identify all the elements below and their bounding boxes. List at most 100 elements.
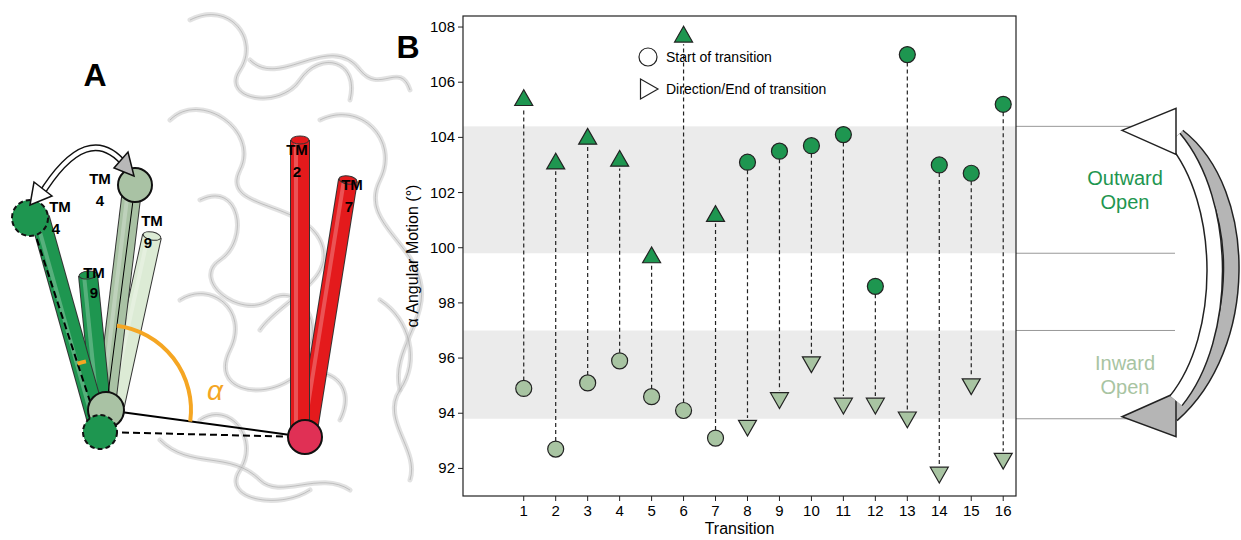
panel-letter: A: [83, 57, 106, 93]
y-tick-label: 108: [430, 18, 455, 35]
data-marks: [515, 26, 1012, 483]
panel-letter: B: [396, 29, 419, 65]
y-tick-label: 94: [438, 404, 455, 421]
angle-arc: [78, 361, 86, 363]
x-tick-label: 9: [775, 502, 783, 519]
helix: [308, 180, 348, 430]
start-marker: [612, 353, 628, 369]
start-marker: [899, 47, 915, 63]
helix-number: 9: [90, 284, 98, 301]
helix-shine: [294, 140, 298, 440]
x-tick: [555, 496, 556, 501]
bands: [463, 126, 1016, 418]
transition-path: [651, 265, 652, 389]
transition-path: [875, 294, 876, 396]
x-tick: [1003, 496, 1004, 501]
transition-path: [555, 171, 556, 441]
helix-label: TM: [83, 264, 105, 281]
transition-path: [779, 159, 780, 390]
x-tick: [971, 496, 972, 501]
start-marker: [995, 96, 1011, 112]
start-marker: [580, 375, 596, 391]
x-tick: [523, 496, 524, 501]
helix: [106, 190, 132, 405]
x-tick: [747, 496, 748, 501]
y-tick-label: 104: [430, 128, 455, 145]
transition-path: [1003, 112, 1004, 451]
helix-number: 2: [293, 163, 301, 180]
angle-arm: [106, 410, 305, 437]
x-tick-label: 4: [615, 502, 623, 519]
state-arrow: [1172, 136, 1231, 414]
start-marker: [708, 430, 724, 446]
end-marker: [898, 412, 916, 428]
x-axis-title: Transition: [705, 520, 775, 537]
legend-label: Direction/End of transition: [666, 81, 826, 97]
end-marker: [611, 150, 629, 166]
transition-path: [939, 173, 940, 465]
end-marker: [515, 90, 533, 106]
x-tick: [875, 496, 876, 501]
band-edge: [1016, 253, 1175, 254]
helix-outline: [308, 180, 348, 430]
helix-outline: [106, 190, 132, 405]
y-axis-title: α Angular Motion (°): [404, 185, 421, 328]
helix-label: TM: [141, 212, 163, 229]
helix-label: TM: [286, 141, 308, 158]
x-tick-label: 16: [995, 502, 1012, 519]
state-arrow: [1174, 138, 1215, 400]
y-tick-label: 98: [438, 294, 455, 311]
end-marker: [770, 393, 788, 409]
end-marker: [547, 153, 565, 169]
y-tick: [458, 27, 463, 28]
x-tick-label: 6: [679, 502, 687, 519]
y-tick-label: 106: [430, 73, 455, 90]
start-marker: [963, 165, 979, 181]
state-band: [463, 330, 1016, 418]
end-marker: [834, 398, 852, 414]
transition-path: [683, 44, 684, 402]
protein-ribbon: [250, 56, 410, 90]
x-tick: [683, 496, 684, 501]
x-tick: [651, 496, 652, 501]
y-tick-label: 96: [438, 349, 455, 366]
end-marker: [866, 398, 884, 414]
band-edge: [1016, 330, 1175, 331]
panel-a: TM4TM9TM4TM9TM2TM7αA: [12, 15, 422, 501]
helix-label: TM: [49, 198, 71, 215]
end-marker: [707, 206, 725, 222]
helix: [40, 218, 98, 425]
start-marker: [931, 157, 947, 173]
y-tick: [458, 82, 463, 83]
transition-path: [523, 108, 524, 381]
end-marker: [579, 128, 597, 144]
angle-arc: [117, 326, 191, 422]
end-marker: [994, 453, 1012, 469]
start-marker: [835, 127, 851, 143]
x-tick-label: 13: [899, 502, 916, 519]
x-tick: [843, 496, 844, 501]
x-tick-label: 14: [931, 502, 948, 519]
helix-label: TM: [341, 176, 363, 193]
x-tick: [587, 496, 588, 501]
panel-b: BOutwardOpenInwardOpen929496981001021041…: [396, 16, 1231, 537]
x-tick-label: 5: [647, 502, 655, 519]
legend-marker: [641, 79, 659, 99]
start-marker: [516, 380, 532, 396]
legend-marker: [639, 48, 657, 66]
start-marker: [548, 441, 564, 457]
start-marker: [644, 389, 660, 405]
x-tick: [619, 496, 620, 501]
y-tick: [458, 137, 463, 138]
arrow-head: [114, 152, 134, 176]
y-tick: [458, 247, 463, 248]
legend-label: Start of transition: [666, 49, 772, 65]
start-marker: [739, 154, 755, 170]
x-tick-label: 2: [552, 502, 560, 519]
band-label-line: Open: [1101, 191, 1150, 213]
transition-path: [747, 170, 748, 418]
motion-arrow: [40, 148, 126, 196]
state-arrow: [1172, 136, 1231, 414]
band-label: OutwardOpen: [1087, 167, 1163, 213]
motion-arrow: [40, 148, 126, 196]
